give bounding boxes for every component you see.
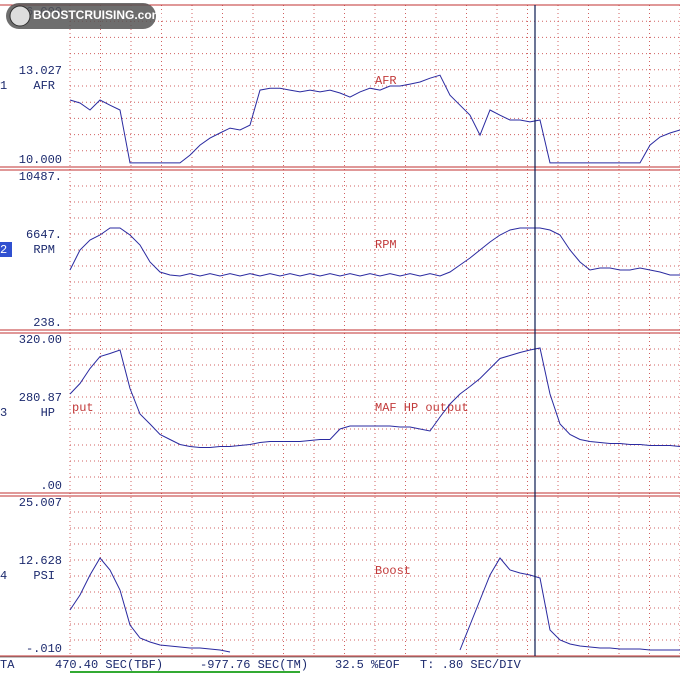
logo: BOOSTCRUISING.com <box>6 3 162 29</box>
panel-title: RPM <box>375 238 397 252</box>
status-div: T: .80 SEC/DIV <box>420 658 522 672</box>
plots: 16.00010.00013.0271AFRAFR10487.238.6647.… <box>0 5 680 656</box>
channel-label: RPM <box>33 243 55 257</box>
y-tick-label: 10.000 <box>19 153 62 167</box>
status-channel: TA <box>0 658 15 672</box>
trace-line <box>69 557 680 653</box>
channel-highlight <box>0 242 12 257</box>
trace-line <box>69 227 680 277</box>
cursor-value: 12.628 <box>19 554 62 568</box>
logo-badge <box>6 3 156 29</box>
trace-line <box>69 347 680 448</box>
y-tick-label: .00 <box>40 479 62 493</box>
channel-number: 4 <box>0 569 7 583</box>
status-eof: 32.5 %EOF <box>335 658 400 672</box>
status-tbf: 470.40 SEC(TBF) <box>55 658 163 672</box>
status-bar <box>0 657 680 674</box>
cursor-value: 6647. <box>26 228 62 242</box>
channel-number: 2 <box>0 243 7 257</box>
channel-number: 3 <box>0 406 7 420</box>
y-tick-label: 10487. <box>19 170 62 184</box>
panel-title: MAF HP output <box>375 401 469 415</box>
channel-label: AFR <box>33 79 55 93</box>
cursor-value: 13.027 <box>19 64 62 78</box>
channel-label: PSI <box>33 569 55 583</box>
cursor-value: 280.87 <box>19 391 62 405</box>
channel-label: HP <box>41 406 55 420</box>
channel-number: 1 <box>0 79 7 93</box>
y-tick-label: 320.00 <box>19 333 62 347</box>
y-tick-label: 238. <box>33 316 62 330</box>
y-tick-label: 25.007 <box>19 496 62 510</box>
logo-gauge <box>9 5 31 27</box>
panel-title: AFR <box>375 74 397 88</box>
panel-title-fragment: put <box>72 401 94 415</box>
trace-line <box>69 74 680 164</box>
logo-text: BOOSTCRUISING.com <box>33 8 162 22</box>
panel-title: Boost <box>375 564 411 578</box>
y-tick-label: -.010 <box>26 642 62 656</box>
status-tm: -977.76 SEC(TM) <box>200 658 308 672</box>
